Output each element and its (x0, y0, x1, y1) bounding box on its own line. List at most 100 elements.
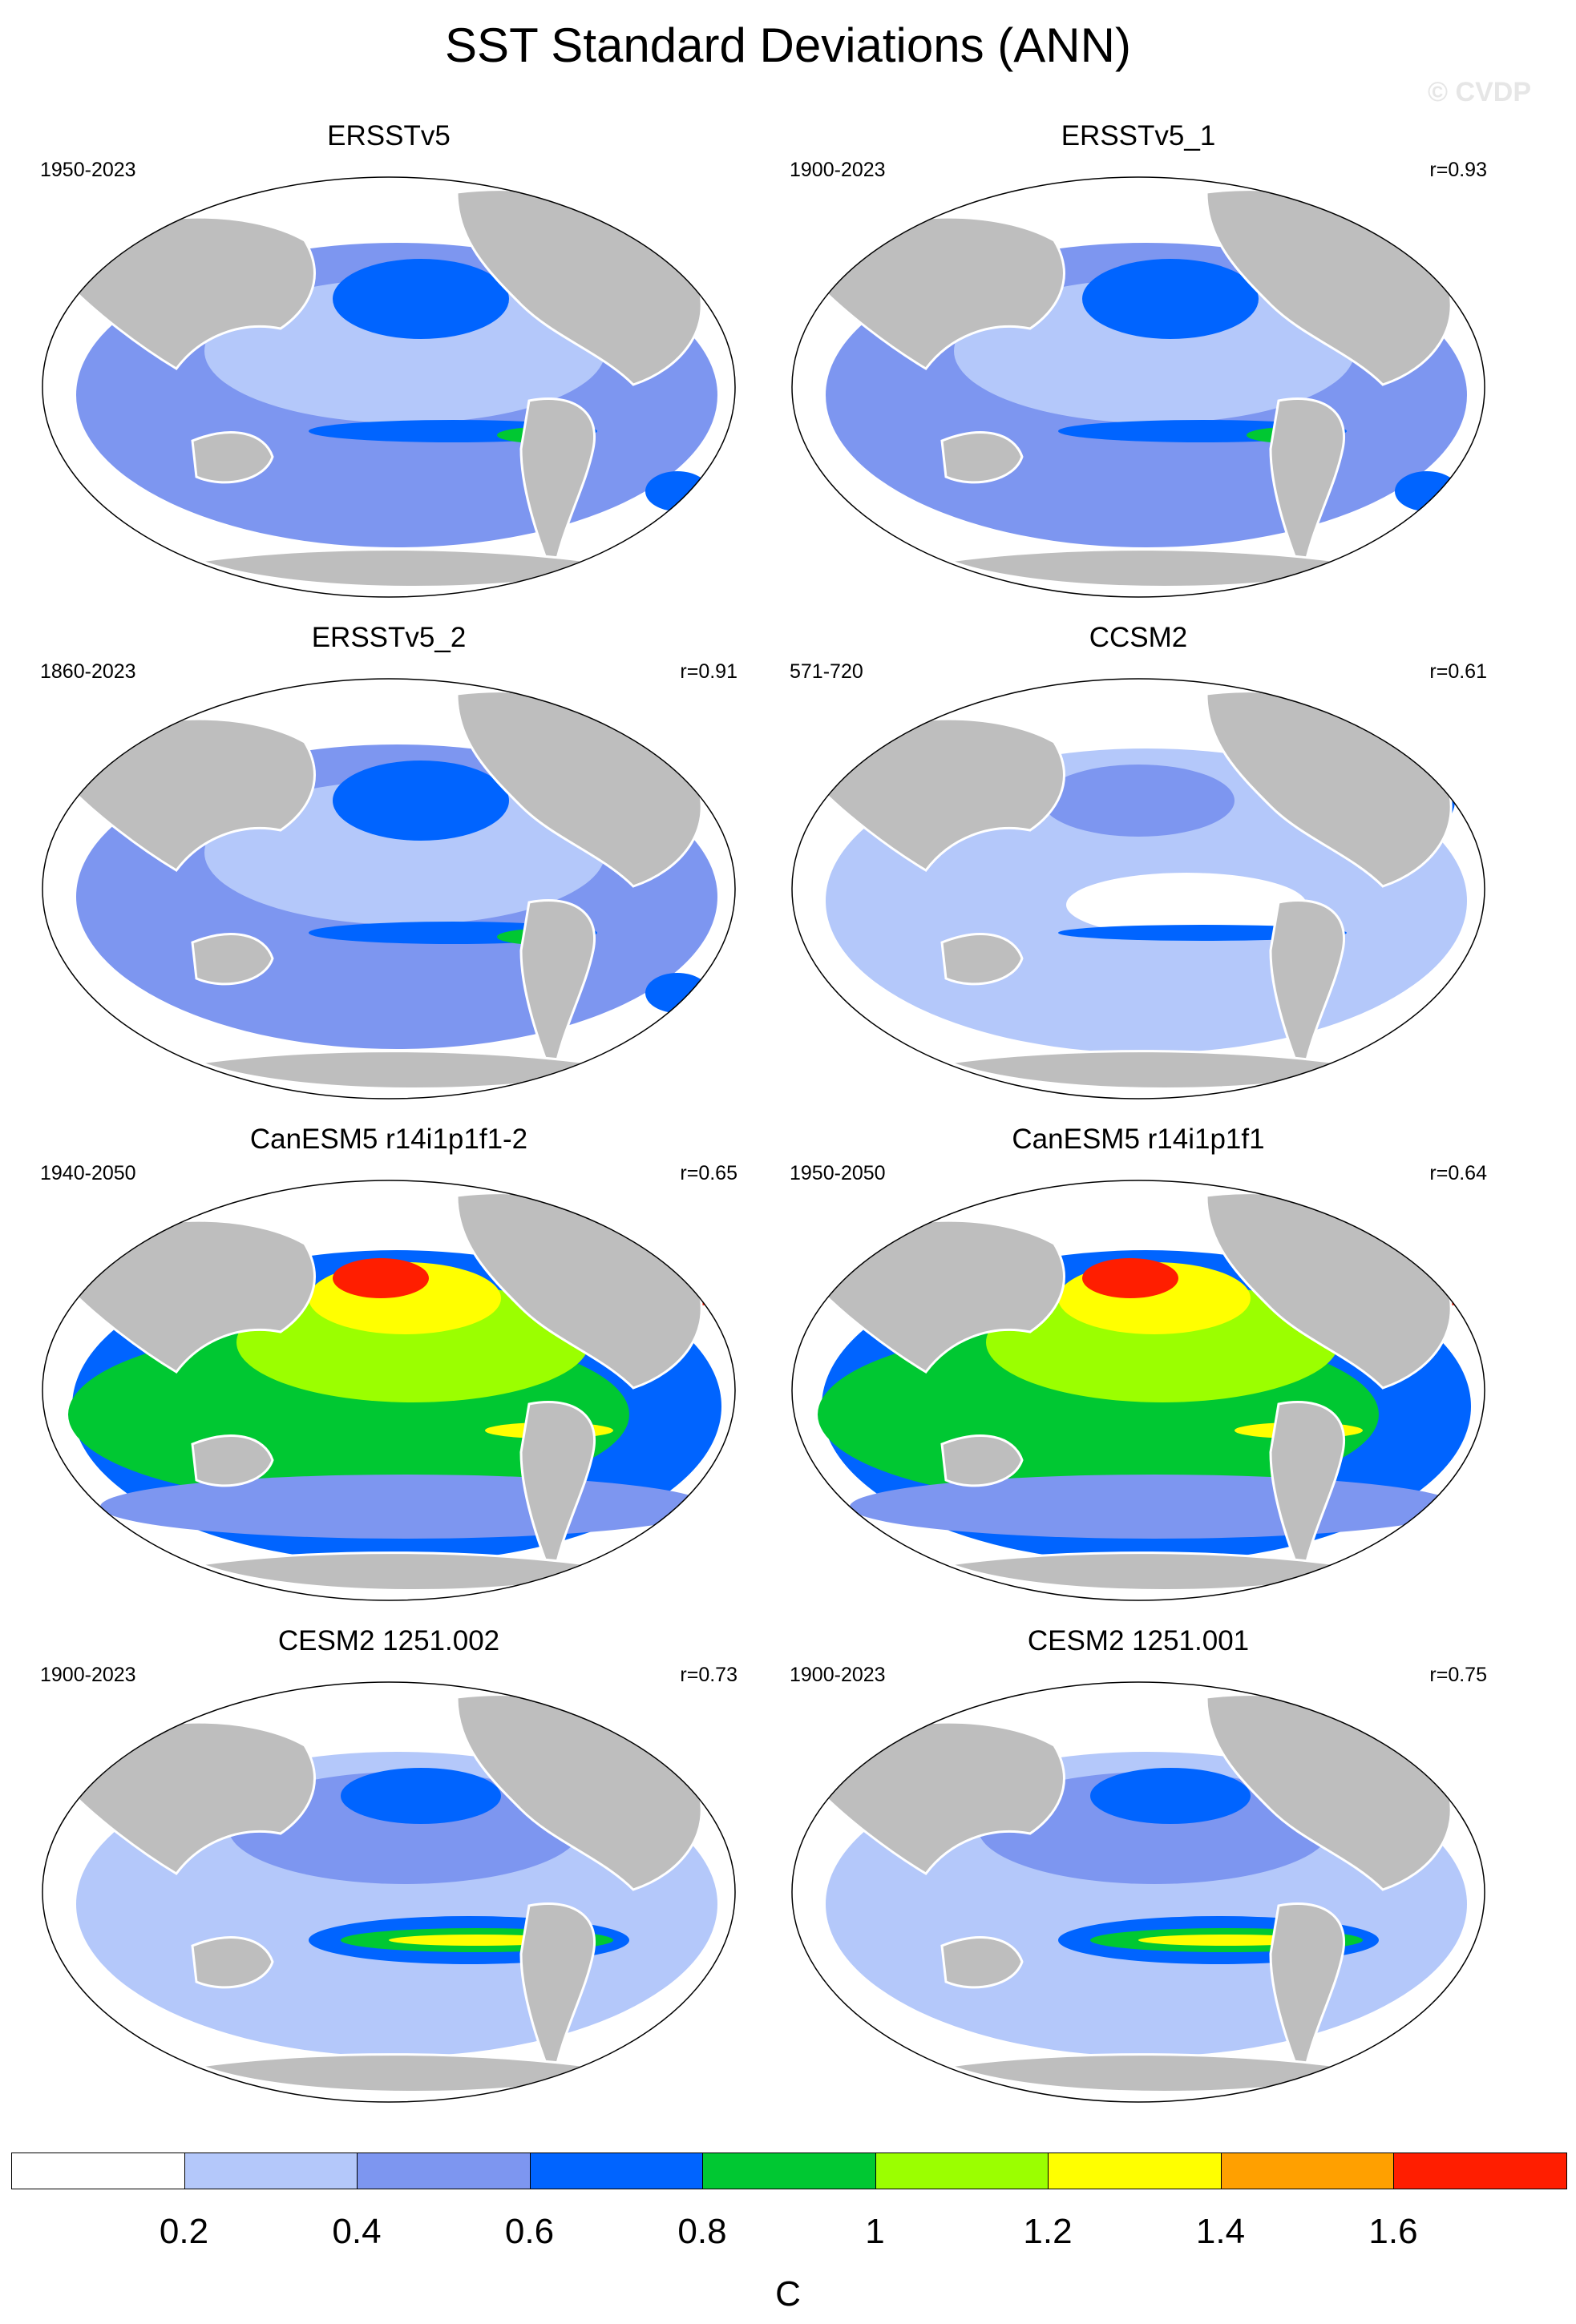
land-mass (191, 933, 274, 986)
map-panel: ERSSTv5 1950-2023 (16, 120, 762, 601)
panel-correlation: r=0.93 (1429, 159, 1487, 181)
sst-contour (389, 1935, 565, 1946)
sst-contour (204, 781, 605, 925)
panel-period: 1860-2023 (40, 660, 136, 683)
map-panel: CESM2 1251.002 1900-2023 r=0.73 (16, 1625, 762, 2106)
sst-contour (1082, 1258, 1178, 1298)
land-mass (820, 1721, 1065, 1875)
colorbar-swatch (357, 2153, 531, 2189)
land-mass (940, 1936, 1024, 1989)
panel-period: 571-720 (790, 660, 863, 683)
colorbar-tick-label: 0.8 (677, 2212, 727, 2251)
sst-map (42, 1681, 736, 2103)
sst-contour (1082, 259, 1259, 339)
sst-contour (1395, 471, 1459, 511)
map-panel: CanESM5 r14i1p1f1 1950-2050 r=0.64 (766, 1124, 1511, 1604)
panel-correlation: r=0.61 (1429, 660, 1487, 683)
sst-map (42, 678, 736, 1099)
globe-outline (791, 176, 1485, 598)
globe-outline (791, 1681, 1485, 2103)
land-mass (71, 1721, 316, 1875)
colorbar-swatch (875, 2153, 1049, 2189)
colorbar-tick-label: 1.4 (1195, 2212, 1246, 2251)
globe-outline (42, 1180, 736, 1601)
sst-map (791, 176, 1485, 598)
sst-contour (954, 279, 1355, 423)
panel-title: CCSM2 (1089, 622, 1188, 653)
sst-map (791, 678, 1485, 1099)
land-mass (820, 717, 1065, 872)
panel-correlation: r=0.75 (1429, 1664, 1487, 1686)
panel-title: ERSSTv5_2 (311, 622, 467, 653)
land-mass (71, 717, 316, 872)
map-panel: CESM2 1251.001 1900-2023 r=0.75 (766, 1625, 1511, 2106)
map-panel: CanESM5 r14i1p1f1-2 1940-2050 r=0.65 (16, 1124, 762, 1604)
sst-contour (1042, 765, 1235, 837)
sst-map (791, 1681, 1485, 2103)
sst-contour (1090, 1768, 1251, 1824)
land-mass (1269, 899, 1345, 1083)
panel-title: CanESM5 r14i1p1f1 (1012, 1124, 1265, 1155)
panel-title: ERSSTv5_1 (1061, 120, 1216, 151)
land-mass (519, 899, 596, 1083)
colorbar-swatch (184, 2153, 358, 2189)
panel-period: 1940-2050 (40, 1162, 136, 1184)
land-mass (519, 397, 596, 582)
land-mass (820, 216, 1065, 370)
sst-contour (1066, 873, 1307, 937)
colorbar-swatch (1393, 2153, 1567, 2189)
globe-outline (791, 678, 1485, 1099)
sst-contour (645, 973, 709, 1013)
panel-period: 1950-2023 (40, 159, 136, 181)
land-mass (820, 1219, 1065, 1374)
map-panel: ERSSTv5_2 1860-2023 r=0.91 (16, 622, 762, 1103)
panel-period: 1900-2023 (40, 1664, 136, 1686)
colorbar-tick-label: 0.6 (504, 2212, 555, 2251)
land-mass (1269, 1401, 1345, 1585)
globe-outline (791, 1180, 1485, 1601)
colorbar-swatch (529, 2153, 703, 2189)
panel-correlation: r=0.91 (680, 660, 737, 683)
sst-contour (645, 471, 709, 511)
panel-correlation: r=0.64 (1429, 1162, 1487, 1184)
land-mass (191, 431, 274, 484)
colorbar-tick-label: 1.2 (1023, 2212, 1073, 2251)
map-panel: ERSSTv5_1 1900-2023 r=0.93 (766, 120, 1511, 601)
land-mass (191, 1936, 274, 1989)
colorbar-swatch (702, 2153, 876, 2189)
sst-contour (850, 1475, 1459, 1539)
panel-title: CESM2 1251.001 (1027, 1625, 1250, 1656)
land-mass (940, 1434, 1024, 1487)
panel-title: ERSSTv5 (327, 120, 451, 151)
land-mass (519, 1401, 596, 1585)
colorbar-tick-label: 1.6 (1368, 2212, 1418, 2251)
sst-contour (204, 279, 605, 423)
colorbar-tick-label: 0.2 (159, 2212, 209, 2251)
land-mass (940, 431, 1024, 484)
land-mass (519, 1902, 596, 2087)
globe-outline (42, 1681, 736, 2103)
land-mass (191, 1434, 274, 1487)
sst-contour (100, 1475, 709, 1539)
colorbar-units: C (775, 2274, 801, 2314)
watermark: © CVDP (1428, 77, 1531, 107)
panel-correlation: r=0.73 (680, 1664, 737, 1686)
land-mass (940, 933, 1024, 986)
land-mass (71, 1219, 316, 1374)
map-panel: CCSM2 571-720 r=0.61 (766, 622, 1511, 1103)
page-title: SST Standard Deviations (ANN) (445, 18, 1131, 72)
panel-period: 1950-2050 (790, 1162, 886, 1184)
panel-correlation: r=0.65 (680, 1162, 737, 1184)
land-mass (1269, 1902, 1345, 2087)
colorbar-swatch (1220, 2153, 1394, 2189)
sst-map (42, 176, 736, 598)
sst-contour (333, 259, 509, 339)
colorbar-swatch (11, 2153, 185, 2189)
sst-contour (1138, 1935, 1315, 1946)
panel-title: CESM2 1251.002 (277, 1625, 500, 1656)
colorbar-tick-label: 1 (865, 2212, 885, 2251)
sst-contour (333, 761, 509, 841)
land-mass (1269, 397, 1345, 582)
globe-outline (42, 678, 736, 1099)
sst-contour (341, 1768, 501, 1824)
